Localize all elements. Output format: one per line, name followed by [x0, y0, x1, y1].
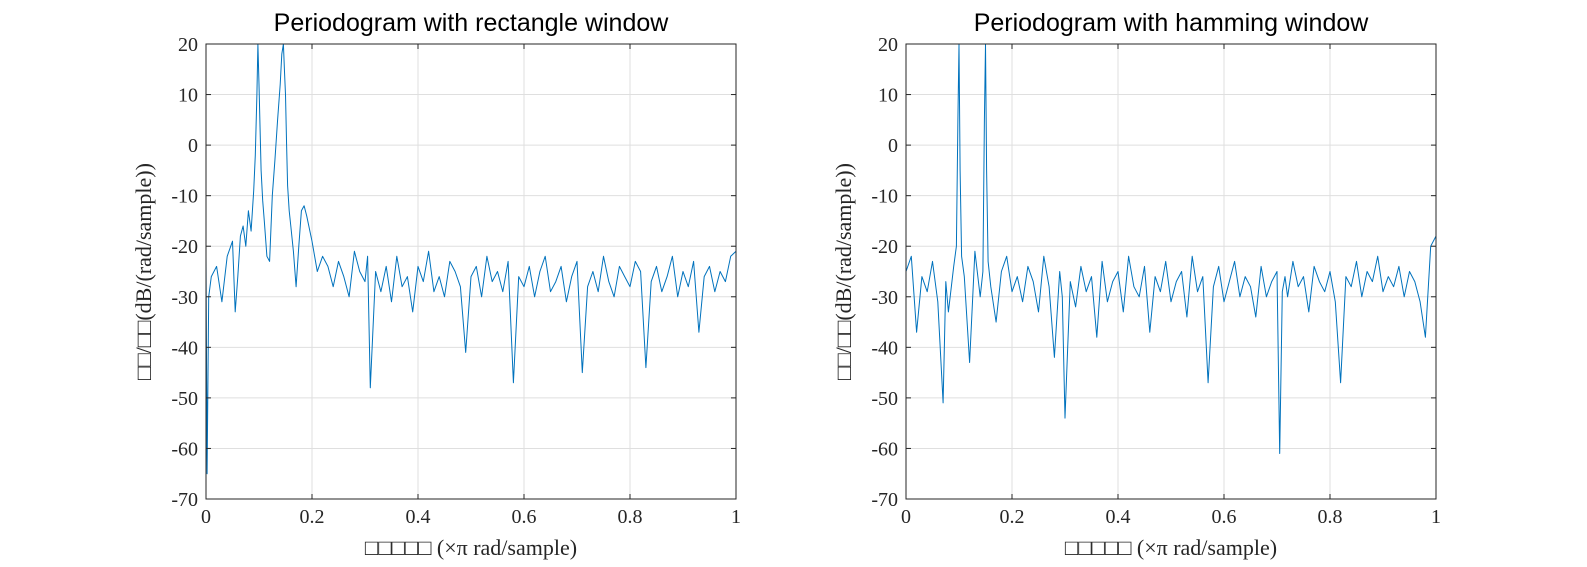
chart-title: Periodogram with hamming window [974, 9, 1370, 37]
plot-area [906, 44, 1436, 499]
chart-title: Periodogram with rectangle window [274, 9, 670, 37]
y-axis-label: □□/□□(dB/(rad/sample)) [831, 163, 856, 380]
plot-area [206, 44, 736, 499]
y-tick-label: -20 [171, 236, 198, 258]
y-tick-label: 10 [178, 85, 198, 107]
y-tick-label: -70 [171, 489, 198, 511]
chart-panel-2: 0 0.2 0.4 0.6 0.8 1 20 10 0 -10 -20 -30 -40 -50 -60 -70… [831, 9, 1441, 560]
y-tick-label: -60 [171, 438, 198, 460]
x-axis-label: □□□□□ (×π rad/sample) [1065, 535, 1277, 560]
y-tick-label: -50 [871, 388, 898, 410]
y-tick-label: -40 [871, 337, 898, 359]
y-tick-label: -40 [171, 337, 198, 359]
y-tick-label: -30 [871, 287, 898, 309]
y-axis-label: □□/□□(dB/(rad/sample)) [131, 163, 156, 380]
x-tick-label: 0 [901, 506, 911, 528]
series-line-1 [205, 43, 737, 475]
y-tick-label: 10 [878, 85, 898, 107]
x-tick-label: 0.4 [406, 506, 431, 528]
grid [206, 44, 736, 499]
x-tick-label: 0 [201, 506, 211, 528]
x-tick-label: 0.8 [618, 506, 643, 528]
y-tick-label: -20 [871, 236, 898, 258]
x-tick-label: 1 [1431, 506, 1441, 528]
y-tick-label: -10 [171, 186, 198, 208]
x-axis-label: □□□□□ (×π rad/sample) [365, 535, 577, 560]
axes-box [205, 43, 737, 500]
x-tick-label: 1 [731, 506, 741, 528]
x-tick-label: 0.2 [300, 506, 325, 528]
y-tick-label: 0 [888, 135, 898, 157]
y-tick-label: -70 [871, 489, 898, 511]
y-tick-label: 20 [878, 34, 898, 56]
y-tick-label: -10 [871, 186, 898, 208]
grid [906, 44, 1436, 499]
x-tick-label: 0.4 [1106, 506, 1131, 528]
x-tick-label: 0.8 [1318, 506, 1343, 528]
series-line-1 [905, 43, 1437, 454]
x-tick-label: 0.2 [1000, 506, 1025, 528]
y-tick-label: -50 [171, 388, 198, 410]
y-tick-label: -30 [171, 287, 198, 309]
chart-panel-1: 0 0.2 0.4 0.6 0.8 1 20 10 0 -10 -20 -30 -40 -50 -60 -70… [131, 9, 741, 560]
x-tick-label: 0.6 [512, 506, 537, 528]
y-tick-label: 0 [188, 135, 198, 157]
y-tick-label: 20 [178, 34, 198, 56]
axes-box [905, 43, 1437, 500]
x-tick-label: 0.6 [1212, 506, 1237, 528]
y-tick-label: -60 [871, 438, 898, 460]
